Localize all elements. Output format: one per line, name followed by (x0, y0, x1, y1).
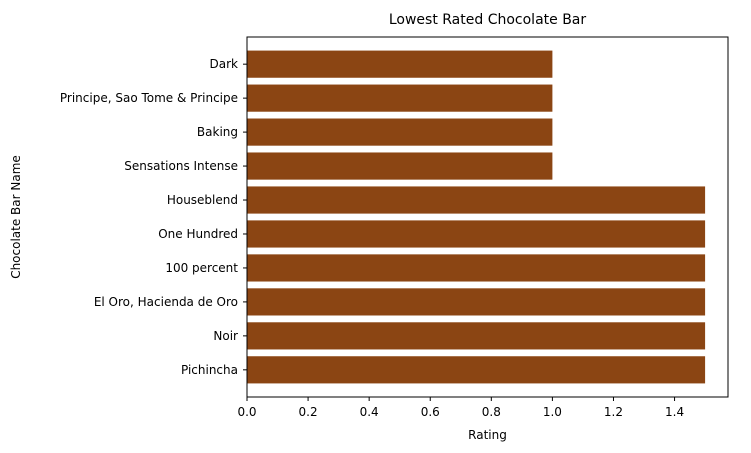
x-tick-label-1: 0.2 (299, 405, 318, 419)
x-tick-label-3: 0.6 (421, 405, 440, 419)
bar-1 (247, 322, 706, 350)
y-tick-label-5: Houseblend (167, 193, 238, 207)
bar-6 (247, 152, 553, 180)
x-tick-label-4: 0.8 (482, 405, 501, 419)
x-axis-label: Rating (468, 428, 507, 442)
y-tick-label-2: El Oro, Hacienda de Oro (94, 295, 238, 309)
y-tick-label-1: Noir (213, 329, 238, 343)
y-axis-label: Chocolate Bar Name (9, 155, 23, 279)
x-tick-label-6: 1.2 (604, 405, 623, 419)
chart-title: Lowest Rated Chocolate Bar (389, 12, 587, 28)
bar-0 (247, 356, 706, 384)
y-tick-label-4: One Hundred (158, 227, 238, 241)
y-tick-label-3: 100 percent (165, 261, 238, 275)
bar-3 (247, 254, 706, 282)
y-tick-label-6: Sensations Intense (124, 159, 238, 173)
bar-5 (247, 186, 706, 214)
plot-frame (246, 36, 729, 398)
bar-2 (247, 288, 706, 316)
y-axis: Pichincha Noir El Oro, Hacienda de Oro 100 … (60, 57, 247, 377)
bar-9 (247, 50, 553, 78)
x-axis: 0.0 0.2 0.4 0.6 0.8 1.0 1.2 1.4 (237, 397, 684, 419)
bar-4 (247, 220, 706, 248)
x-tick-label-0: 0.0 (237, 405, 256, 419)
y-tick-label-9: Dark (210, 57, 239, 71)
y-tick-label-7: Baking (197, 125, 238, 139)
x-tick-label-5: 1.0 (543, 405, 562, 419)
bars-group (247, 50, 706, 384)
y-tick-label-8: Principe, Sao Tome & Principe (60, 91, 238, 105)
x-tick-label-7: 1.4 (665, 405, 684, 419)
y-tick-label-0: Pichincha (181, 363, 238, 377)
x-tick-label-2: 0.4 (360, 405, 379, 419)
bar-7 (247, 118, 553, 146)
bar-8 (247, 84, 553, 112)
